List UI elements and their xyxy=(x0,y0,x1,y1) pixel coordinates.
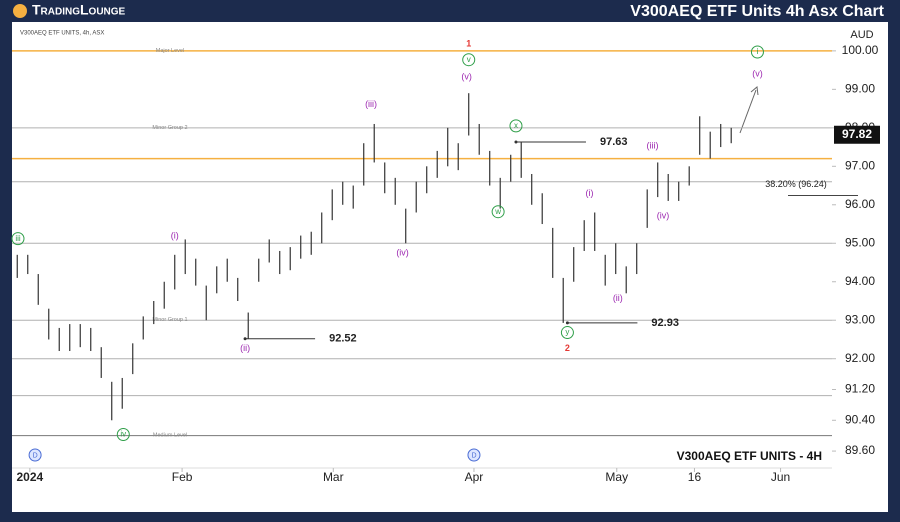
logo-icon xyxy=(13,4,27,18)
wave-circle xyxy=(462,53,476,67)
event-marker-label: D xyxy=(471,452,476,459)
footer-label: V300AEQ ETF UNITS - 4H xyxy=(677,449,822,463)
fib-label: 38.20% (96.24) xyxy=(765,179,827,189)
wave-label: w xyxy=(494,207,501,216)
brand: TradingLounge xyxy=(32,2,126,18)
event-marker-label: D xyxy=(33,452,38,459)
wave-label: 2 xyxy=(565,343,570,353)
wave-label: (ii) xyxy=(240,343,250,353)
wave-label: (v) xyxy=(752,68,763,78)
wave-label: y xyxy=(565,328,569,337)
event-marker xyxy=(467,448,481,462)
wave-circle xyxy=(491,205,505,219)
last-price-box xyxy=(834,125,880,144)
arrow-head xyxy=(750,86,759,96)
last-price-label: 97.82 xyxy=(842,127,872,141)
wave-label: (v) xyxy=(461,71,472,81)
wave-circle xyxy=(750,45,764,59)
x-tick-label: May xyxy=(605,470,628,484)
wave-circle xyxy=(11,232,25,246)
y-tick-label: 96.00 xyxy=(845,197,875,211)
level-label: Major Level xyxy=(156,48,184,54)
x-tick-label: Jun xyxy=(771,470,790,484)
y-tick-label: 100.00 xyxy=(842,43,879,57)
wave-label: iv xyxy=(120,430,126,439)
y-tick-label: 92.00 xyxy=(845,351,875,365)
level-label: Medium Level xyxy=(153,433,187,439)
symbol-label: V300AEQ ETF UNITS, 4h, ASX xyxy=(20,31,104,37)
y-tick-label: 99.00 xyxy=(845,82,875,96)
level-label: Minor Group 1 xyxy=(152,317,187,323)
x-tick-label: Feb xyxy=(172,470,193,484)
wave-label: x xyxy=(514,121,518,130)
x-tick-label: Mar xyxy=(323,470,344,484)
y-tick-label: 91.20 xyxy=(845,382,875,396)
wave-label: i xyxy=(757,47,759,56)
wave-label: (iv) xyxy=(657,210,670,220)
wave-circle xyxy=(509,119,523,133)
x-tick-label: 16 xyxy=(688,470,702,484)
level-label: Minor Group 2 xyxy=(152,125,187,131)
y-tick-label: 94.00 xyxy=(845,274,875,288)
callout-label: 92.93 xyxy=(651,317,679,329)
wave-label: 1 xyxy=(466,38,471,48)
x-tick-label: 2024 xyxy=(16,470,43,484)
currency: AUD xyxy=(850,29,873,41)
wave-label: (i) xyxy=(171,230,179,240)
wave-label: (iii) xyxy=(646,140,658,150)
wave-circle xyxy=(560,326,574,340)
y-tick-label: 90.40 xyxy=(845,412,875,426)
x-tick-label: Apr xyxy=(465,470,484,484)
y-tick-label: 89.60 xyxy=(845,443,875,457)
projection-arrow xyxy=(739,89,757,134)
callout-label: 97.63 xyxy=(600,136,628,148)
wave-label: (iii) xyxy=(365,99,377,109)
wave-label: (iv) xyxy=(396,247,409,257)
wave-circle xyxy=(116,428,130,442)
y-tick-label: 93.00 xyxy=(845,312,875,326)
chart-title: V300AEQ ETF Units 4h Asx Chart xyxy=(630,3,884,20)
y-tick-label: 95.00 xyxy=(845,235,875,249)
callout-label: 92.52 xyxy=(329,333,357,345)
wave-label: iii xyxy=(15,234,21,243)
plot-background xyxy=(12,22,888,512)
wave-label: (i) xyxy=(585,188,593,198)
wave-label: v xyxy=(467,55,471,64)
event-marker xyxy=(28,448,42,462)
wave-label: (ii) xyxy=(613,293,623,303)
y-tick-label: 97.00 xyxy=(845,158,875,172)
